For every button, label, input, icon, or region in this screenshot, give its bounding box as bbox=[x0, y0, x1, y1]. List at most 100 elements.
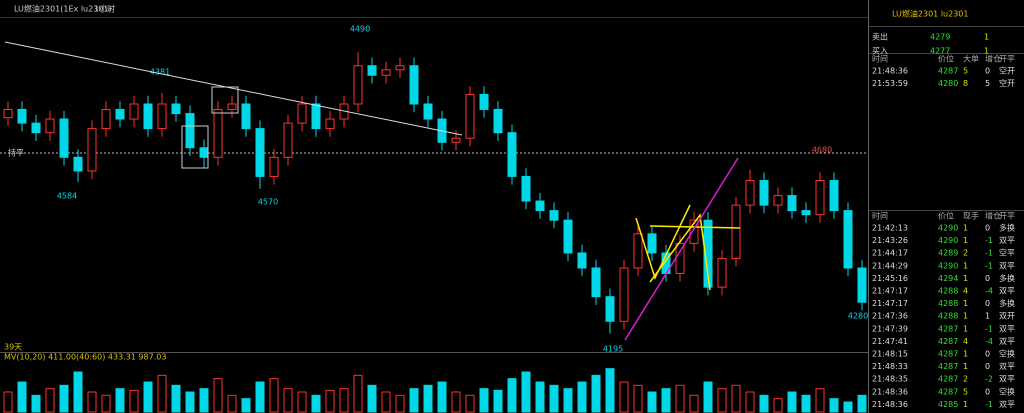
table-cell: 1 bbox=[963, 400, 968, 409]
table-cell: 21:48:36 bbox=[872, 400, 908, 409]
volume-bar bbox=[213, 378, 223, 413]
volume-bar bbox=[353, 374, 363, 413]
volume-bar bbox=[171, 384, 181, 413]
table-cell: 多换 bbox=[999, 273, 1015, 283]
candle-body bbox=[213, 108, 223, 158]
table-cell: 1 bbox=[963, 350, 968, 359]
table-cell: 21:44:17 bbox=[872, 249, 908, 258]
candle-body bbox=[745, 180, 755, 206]
table-cell: 1 bbox=[963, 236, 968, 245]
table-cell: -4 bbox=[985, 287, 993, 296]
candle-body bbox=[423, 103, 433, 120]
volume-bar bbox=[521, 371, 531, 413]
candle-body bbox=[759, 180, 769, 206]
chart: 4490 4381 4584 4570 4195 4680 4280 bbox=[3, 25, 868, 413]
table-cell: 4280 bbox=[938, 79, 958, 88]
table-cell: -1 bbox=[985, 249, 993, 258]
candle-body bbox=[157, 103, 167, 130]
table-cell: 21:48:36 bbox=[872, 387, 908, 396]
volume-bar bbox=[3, 391, 13, 413]
candle-body bbox=[31, 122, 41, 134]
arrow bbox=[635, 204, 691, 281]
volume-bar bbox=[493, 389, 503, 413]
candle-body bbox=[689, 219, 699, 244]
table-cell: 1 bbox=[963, 324, 968, 333]
period[interactable]: 1小时 bbox=[94, 4, 115, 14]
candle-body bbox=[465, 93, 475, 139]
volume-bar bbox=[829, 398, 839, 413]
candle-body bbox=[381, 69, 391, 76]
table-cell: 多换 bbox=[999, 223, 1015, 233]
box bbox=[181, 125, 209, 169]
volume-bar bbox=[45, 388, 55, 413]
candle-body bbox=[227, 103, 237, 110]
volume-bar bbox=[591, 374, 601, 413]
candle-body bbox=[451, 137, 461, 143]
candle-body bbox=[143, 103, 153, 130]
table-cell: 4289 bbox=[938, 249, 958, 258]
arrow bbox=[624, 157, 739, 341]
table-cell: 21:45:16 bbox=[872, 274, 908, 283]
candle-body bbox=[269, 156, 279, 177]
candle-body bbox=[703, 219, 713, 288]
table-cell: 2 bbox=[963, 249, 968, 258]
table-cell: 1 bbox=[963, 312, 968, 321]
table-cell: 4287 bbox=[938, 375, 958, 384]
volume-bar bbox=[843, 401, 853, 413]
volume-bar bbox=[507, 378, 517, 413]
box bbox=[211, 86, 239, 114]
candle-body bbox=[255, 128, 265, 177]
trend-line bbox=[4, 41, 463, 136]
volume-bar bbox=[17, 381, 27, 413]
settle-label: 持平 bbox=[8, 148, 24, 158]
candle-body bbox=[857, 267, 867, 303]
candle-body bbox=[535, 200, 545, 212]
candle-body bbox=[521, 175, 531, 202]
candle-body bbox=[199, 147, 209, 158]
table-cell: 空换 bbox=[999, 349, 1015, 359]
quote-price: 4279 bbox=[930, 33, 950, 42]
candle-body bbox=[115, 108, 125, 120]
volume-bar bbox=[535, 381, 545, 413]
volume-bar bbox=[647, 391, 657, 413]
volume-bar bbox=[283, 388, 293, 413]
volume-bar bbox=[87, 391, 97, 413]
candle-body bbox=[241, 103, 251, 130]
volume-bar bbox=[703, 381, 713, 413]
volume-bar bbox=[801, 394, 811, 413]
column-header: 开平 bbox=[999, 55, 1015, 64]
candle-body bbox=[787, 195, 797, 212]
candle-body bbox=[605, 296, 615, 322]
symbol: LU燃油2301(1Ex lu2301) bbox=[14, 4, 112, 14]
volume-bar bbox=[339, 388, 349, 413]
volume-bar bbox=[269, 378, 279, 413]
volume-bar bbox=[437, 381, 447, 413]
volume-bar bbox=[185, 391, 195, 413]
table-cell: 双平 bbox=[999, 287, 1015, 296]
table-cell: 0 bbox=[985, 274, 990, 283]
table-cell: 双平 bbox=[999, 261, 1015, 270]
table-cell: 1 bbox=[963, 261, 968, 270]
day-label: 39天 bbox=[4, 343, 22, 352]
table-cell: 5 bbox=[963, 67, 968, 76]
table-cell: 双平 bbox=[999, 324, 1015, 333]
table-cell: 21:42:13 bbox=[872, 224, 908, 233]
volume-bar bbox=[605, 368, 615, 413]
price-annotation: 4381 bbox=[150, 68, 170, 77]
side-panel: LU燃油2301 lu2301 卖出 4279 1买入 4277 1时间 价位 大单 增仓开平… bbox=[869, 9, 1024, 409]
table-cell: 4285 bbox=[938, 400, 958, 409]
quote-volume: 1 bbox=[984, 47, 989, 56]
volume-bar bbox=[381, 391, 391, 413]
table-cell: 4 bbox=[963, 287, 968, 296]
volume-bar bbox=[857, 394, 867, 413]
volume-bar bbox=[465, 394, 475, 413]
table-cell: 21:48:35 bbox=[872, 375, 908, 384]
table-cell: 0 bbox=[985, 387, 990, 396]
table-cell: -1 bbox=[985, 236, 993, 245]
table-cell: 0 bbox=[985, 67, 990, 76]
candle-body bbox=[283, 122, 293, 158]
table-cell: 21:44:29 bbox=[872, 261, 908, 270]
candle-body bbox=[843, 210, 853, 269]
